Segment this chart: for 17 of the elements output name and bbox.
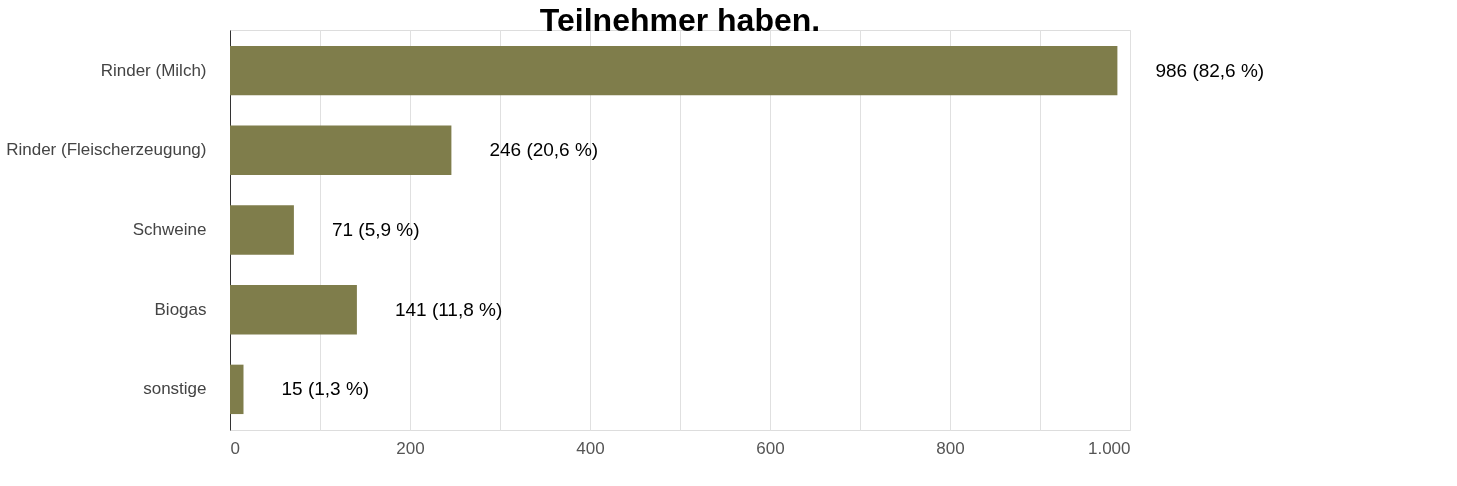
x-tick-label: 1.000 (1087, 438, 1131, 458)
data-label: 71 (5,9 %) (331, 219, 420, 240)
x-tick-label: 800 (936, 438, 965, 458)
y-tick-label: Rinder (Milch) (100, 60, 207, 80)
data-label: 246 (20,6 %) (489, 139, 599, 161)
y-tick-label: Biogas (154, 299, 207, 319)
data-label: 986 (82,6 %) (1155, 59, 1265, 81)
x-tick-label: 0 (230, 438, 240, 458)
chart-title: Teilnehmer haben. (539, 2, 821, 38)
y-tick-label: sonstige (143, 379, 207, 399)
x-tick-label: 200 (396, 438, 425, 458)
data-label: 15 (1,3 %) (281, 378, 370, 400)
y-tick-label: Rinder (Fleischerzeugung) (6, 140, 207, 160)
x-tick-label: 600 (756, 438, 785, 458)
x-tick-label: 400 (576, 438, 605, 458)
data-label: 141 (11,8 %) (394, 298, 503, 320)
y-tick-label: Schweine (132, 220, 207, 239)
